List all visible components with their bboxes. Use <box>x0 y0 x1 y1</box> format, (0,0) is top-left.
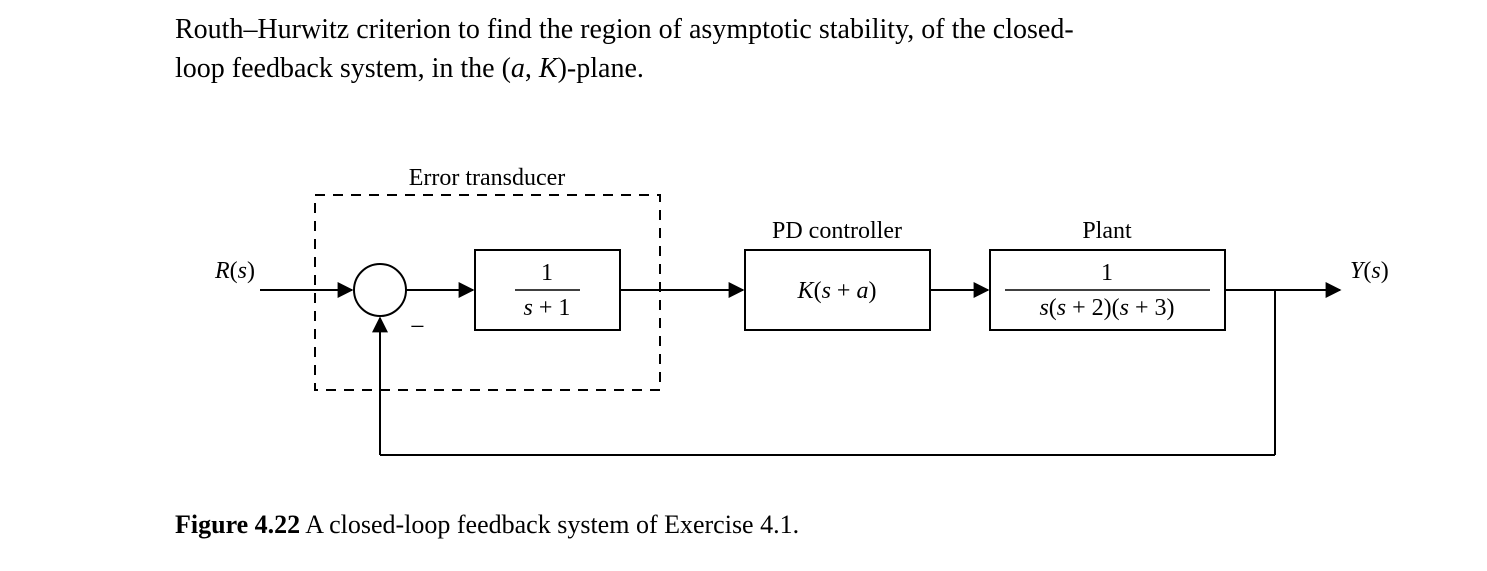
caption-bold: Figure 4.22 <box>175 510 300 539</box>
pd-controller-label: PD controller <box>772 218 902 244</box>
error-transducer-box <box>315 195 660 390</box>
output-label: Y(s) <box>1350 258 1389 284</box>
block-diagram: Error transducer R(s) − 1 s + 1 PD contr… <box>0 0 1487 571</box>
plant-denominator: s(s + 2)(s + 3) <box>1039 295 1174 321</box>
error-transducer-label: Error transducer <box>409 165 566 191</box>
plant-numerator: 1 <box>1101 260 1113 286</box>
pd-expression: K(s + a) <box>797 278 877 304</box>
transducer-denominator: s + 1 <box>524 295 571 321</box>
figure-caption: Figure 4.22 A closed-loop feedback syste… <box>175 510 799 540</box>
transducer-numerator: 1 <box>541 260 553 286</box>
plant-label: Plant <box>1082 218 1132 244</box>
input-label: R(s) <box>214 258 255 284</box>
caption-rest: A closed-loop feedback system of Exercis… <box>300 510 799 539</box>
summing-junction <box>354 264 406 316</box>
minus-sign: − <box>410 312 425 341</box>
